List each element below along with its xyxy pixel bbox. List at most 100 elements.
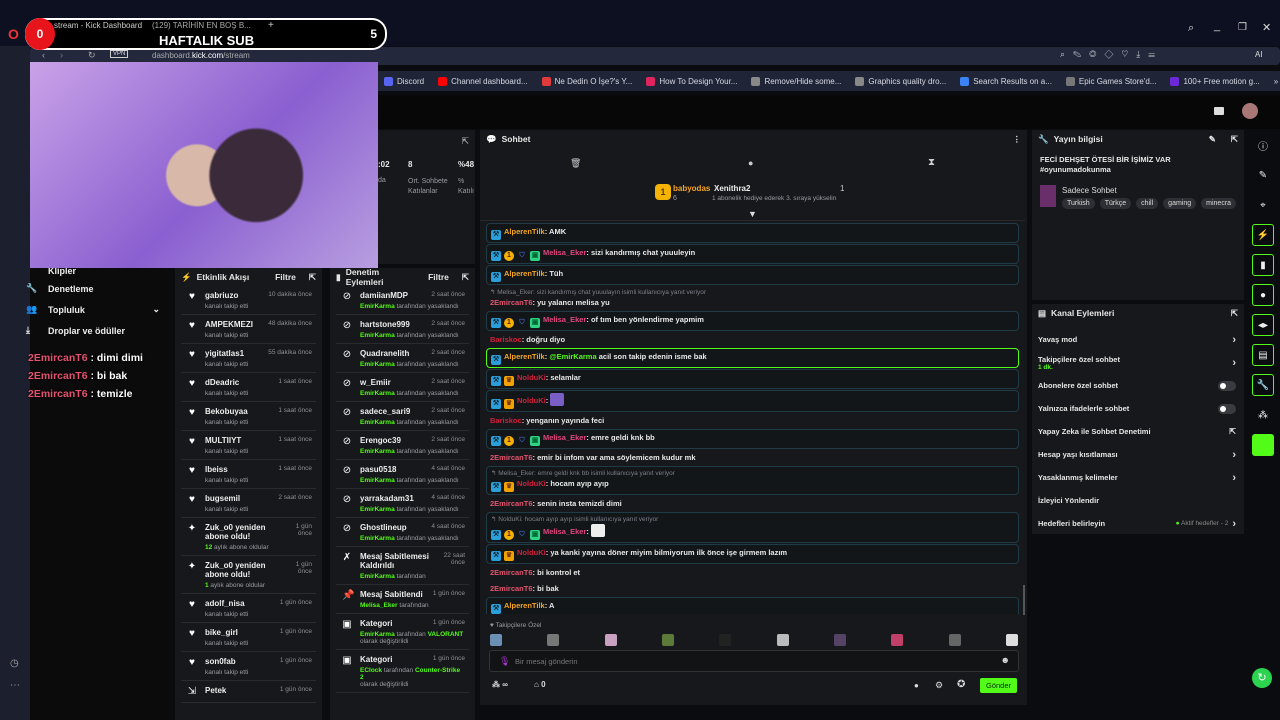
moderator-name[interactable]: EmirKarma: [360, 506, 395, 513]
mod-action-target[interactable]: pasu0518: [360, 465, 397, 474]
channel-action-row[interactable]: Yavaş mod ›: [1032, 328, 1244, 351]
moderator-name[interactable]: EmirKarma: [360, 448, 395, 455]
gear-icon[interactable]: ⚙: [935, 680, 944, 690]
info-icon[interactable]: ⓘ: [1258, 141, 1268, 153]
microphone-icon[interactable]: 🎙: [499, 656, 511, 666]
edit-icon[interactable]: ✎: [1208, 133, 1216, 144]
bookmark-item[interactable]: 100+ Free motion g...: [1170, 76, 1260, 86]
mod-action-target[interactable]: Mesaj Sabitlemesi Kaldırıldı: [360, 552, 429, 570]
chat-scrollbar[interactable]: [1023, 585, 1025, 615]
chat-username[interactable]: NolduKi: [517, 548, 546, 557]
back-icon[interactable]: ‹: [42, 50, 45, 60]
chevron-right-icon[interactable]: ›: [1232, 517, 1236, 530]
search-tabs-icon[interactable]: ⌕: [1188, 22, 1195, 34]
emote-button[interactable]: [490, 634, 502, 646]
activity-user[interactable]: dDeadric: [205, 378, 240, 387]
chat-username[interactable]: Bariskoc: [490, 335, 522, 344]
channel-action-row[interactable]: Abonelere özel sohbet: [1032, 374, 1244, 397]
mod-action-target[interactable]: Quadranelith: [360, 349, 410, 358]
support-icon[interactable]: ↻: [1252, 668, 1272, 688]
chevron-down-icon[interactable]: ⌄: [152, 304, 160, 314]
activity-user[interactable]: Zuk_o0 yeniden abone oldu!: [205, 561, 266, 579]
chat-username[interactable]: 2EmircanT6: [490, 298, 533, 307]
moderator-name[interactable]: EmirKarma: [360, 631, 395, 638]
ai-button[interactable]: AI: [1255, 50, 1263, 59]
history-icon[interactable]: ◷: [10, 658, 19, 669]
activity-user[interactable]: Petek: [205, 686, 227, 695]
stream-tag[interactable]: Turkish: [1062, 198, 1095, 209]
moderator-name[interactable]: EmirKarma: [360, 419, 395, 426]
channel-action-row[interactable]: Yapay Zeka ile Sohbet Denetimi ⇱: [1032, 420, 1244, 443]
stream-tag[interactable]: Türkçe: [1099, 198, 1132, 209]
chevron-right-icon[interactable]: ›: [1232, 471, 1236, 484]
chat-username[interactable]: NolduKi: [517, 479, 546, 488]
minimize-button[interactable]: _: [1214, 20, 1221, 32]
moderator-name[interactable]: EmirKarma: [360, 332, 395, 339]
stream-toggle-icon[interactable]: ◂▸: [1252, 314, 1274, 336]
popout-icon[interactable]: ⇱: [1230, 133, 1238, 144]
bookmarks-more-button[interactable]: »: [1273, 76, 1279, 86]
chat-message[interactable]: 2EmircanT6: bi kontrol et: [490, 568, 581, 577]
close-window-button[interactable]: ✕: [1262, 22, 1272, 34]
chat-message[interactable]: ⚒ 1 ⛉ ▣ Melisa_Eker: emre geldi knk bb: [486, 429, 1019, 449]
moderator-name[interactable]: EmirKarma: [360, 390, 395, 397]
channel-action-row[interactable]: Yalnızca ifadelerle sohbet: [1032, 397, 1244, 420]
new-tab-button[interactable]: +: [268, 21, 274, 31]
chat-message[interactable]: Bariskoc: doğru diyo: [490, 335, 566, 344]
chat-username[interactable]: Bariskoc: [490, 416, 522, 425]
chat-username[interactable]: AlperenTilk: [504, 269, 545, 278]
category-name[interactable]: Sadece Sohbet: [1062, 186, 1117, 195]
mod-action-target[interactable]: Kategori: [360, 655, 393, 664]
chat-message[interactable]: ⚒ 1 ⛉ ▣ Melisa_Eker: of tım ben yönlendirme …: [486, 311, 1019, 331]
chevron-right-icon[interactable]: ›: [1232, 333, 1236, 346]
chat-username[interactable]: 2EmircanT6: [490, 453, 533, 462]
emote-button[interactable]: [891, 634, 904, 646]
vpn-badge[interactable]: VPN: [110, 50, 129, 58]
channel-action-row[interactable]: Takipçilere özel sohbet 1 dk. ›: [1032, 351, 1244, 374]
chat-message[interactable]: ↰ NolduKi: hocam ayıp ayıp isimli kullan…: [486, 512, 1019, 543]
chat-message[interactable]: ↰ Melisa_Eker: sizi kandırmış chat yuuul…: [486, 286, 1019, 310]
channel-action-row[interactable]: İzleyici Yönlendir: [1032, 489, 1244, 512]
filter-button[interactable]: Filtre: [428, 272, 449, 282]
chat-message[interactable]: ⚒ 1 ⛉ ▣ Melisa_Eker: sizi kandırmış chat yuu…: [486, 244, 1019, 264]
browser-toolbar-icons[interactable]: ⌕✎◎◇♡⤓☰: [1060, 49, 1164, 59]
bookmark-item[interactable]: Remove/Hide some...: [751, 76, 841, 86]
chat-message[interactable]: ⚒ ♛ NolduKi: selamlar: [486, 369, 1019, 389]
channel-action-row[interactable]: Yasaklanmış kelimeler ›: [1032, 466, 1244, 489]
bookmark-item[interactable]: Ne Dedin O İşe?'s Y...: [541, 76, 632, 86]
chat-message[interactable]: ⚒ AlperenTilk: AMK: [486, 223, 1019, 243]
chat-bubble-icon[interactable]: ●: [748, 158, 754, 168]
moderator-name[interactable]: EClock: [360, 667, 383, 674]
chat-message[interactable]: ⚒ ♛ NolduKi:: [486, 390, 1019, 412]
chevron-right-icon[interactable]: ›: [1232, 356, 1236, 369]
activity-toggle-icon[interactable]: ⚡: [1252, 224, 1274, 246]
activity-user[interactable]: bugsemil: [205, 494, 241, 503]
pencil-icon[interactable]: ✎: [1258, 169, 1268, 181]
bookmark-item[interactable]: Graphics quality dro...: [855, 76, 946, 86]
bookmark-item[interactable]: Channel dashboard...: [438, 76, 528, 86]
chat-mention[interactable]: @EmirKarma: [549, 352, 597, 361]
points-indicator[interactable]: ⁂ ∞: [492, 680, 508, 689]
moderator-name[interactable]: EmirKarma: [360, 535, 395, 542]
chat-username[interactable]: AlperenTilk: [504, 601, 545, 610]
emote-button[interactable]: [547, 634, 560, 646]
chat-message[interactable]: ⚒ AlperenTilk: Tüh: [486, 265, 1019, 285]
chat-username[interactable]: AlperenTilk: [504, 227, 545, 236]
more-options-icon[interactable]: ⋮: [1012, 133, 1022, 144]
moderator-name[interactable]: Melisa_Eker: [360, 602, 398, 609]
bookmark-item[interactable]: Epic Games Store'd...: [1065, 76, 1156, 86]
chat-username[interactable]: NolduKi: [517, 396, 546, 405]
emote-button[interactable]: [719, 634, 732, 646]
sidebar-item[interactable]: 🔧 Denetleme: [0, 278, 170, 299]
more-icon[interactable]: ⋯: [10, 680, 20, 691]
emote-button[interactable]: [604, 634, 617, 646]
channel-action-row[interactable]: Hesap yaşı kısıtlaması ›: [1032, 443, 1244, 466]
chat-username[interactable]: Melisa_Eker: [543, 315, 587, 324]
sidebar-item[interactable]: Klipler: [0, 264, 170, 278]
chat-username[interactable]: 2EmircanT6: [490, 568, 533, 577]
mod-action-target[interactable]: Ghostlineup: [360, 523, 407, 532]
chat-username[interactable]: Melisa_Eker: [543, 248, 587, 257]
chat-settings-bubble-icon[interactable]: ●: [914, 681, 919, 690]
pinned-expand-icon[interactable]: ▼: [748, 209, 757, 219]
chevron-right-icon[interactable]: ›: [1232, 448, 1236, 461]
